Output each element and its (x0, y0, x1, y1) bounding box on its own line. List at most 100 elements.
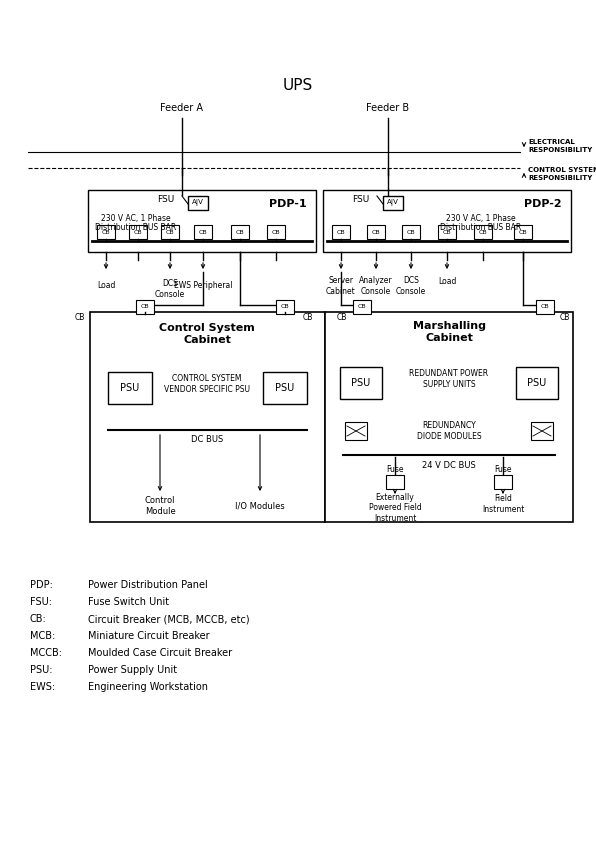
Text: Load: Load (438, 277, 456, 287)
Bar (188, 196, 208, 210)
Text: REDUNDANCY
DIODE MODULES: REDUNDANCY DIODE MODULES (417, 422, 482, 441)
Bar (353, 300, 371, 314)
Bar (97, 225, 115, 239)
Text: Power Distribution Panel: Power Distribution Panel (88, 580, 208, 590)
Text: CB: CB (281, 304, 289, 309)
Text: CONTROL SYSTEM
RESPONSIBILITY: CONTROL SYSTEM RESPONSIBILITY (528, 168, 596, 180)
Text: CB: CB (541, 304, 550, 309)
Bar (516, 367, 558, 399)
Text: EWS Peripheral: EWS Peripheral (174, 281, 232, 289)
Text: CB: CB (134, 229, 142, 234)
Text: Distribution BUS BAR: Distribution BUS BAR (95, 223, 176, 232)
Text: PDP-2: PDP-2 (524, 199, 562, 209)
Text: CB: CB (235, 229, 244, 234)
Text: CB: CB (141, 304, 150, 309)
Text: PSU: PSU (527, 378, 547, 388)
Text: DCS
Console: DCS Console (396, 277, 426, 296)
Bar (536, 300, 554, 314)
Text: CB: CB (166, 229, 174, 234)
Text: CB: CB (519, 229, 527, 234)
Text: PSU: PSU (120, 383, 139, 393)
Text: CONTROL SYSTEM
VENDOR SPECIFIC PSU: CONTROL SYSTEM VENDOR SPECIFIC PSU (164, 374, 250, 394)
Bar (129, 225, 147, 239)
Bar (383, 196, 403, 210)
Text: 230 V AC, 1 Phase: 230 V AC, 1 Phase (101, 213, 171, 223)
Text: Circuit Breaker (MCB, MCCB, etc): Circuit Breaker (MCB, MCCB, etc) (88, 614, 250, 624)
Bar (136, 300, 154, 314)
Text: REDUNDANT POWER
SUPPLY UNITS: REDUNDANT POWER SUPPLY UNITS (409, 369, 489, 389)
Text: Power Supply Unit: Power Supply Unit (88, 665, 177, 675)
Bar (267, 225, 285, 239)
Text: PDP-1: PDP-1 (269, 199, 307, 209)
Text: CB: CB (102, 229, 110, 234)
Text: Feeder B: Feeder B (367, 103, 409, 113)
Text: CB: CB (443, 229, 451, 234)
Text: I/O Modules: I/O Modules (235, 502, 285, 511)
Text: FSU: FSU (352, 196, 370, 205)
Text: CB: CB (337, 229, 345, 234)
Text: EWS:: EWS: (30, 682, 55, 692)
Bar (345, 422, 367, 440)
Text: Distribution BUS BAR: Distribution BUS BAR (440, 223, 522, 232)
Text: Feeder A: Feeder A (160, 103, 203, 113)
Bar (161, 225, 179, 239)
Bar (108, 372, 152, 404)
Text: DCS
Console: DCS Console (155, 279, 185, 298)
Bar (386, 475, 404, 489)
Text: Miniature Circuit Breaker: Miniature Circuit Breaker (88, 631, 210, 641)
Text: Moulded Case Circuit Breaker: Moulded Case Circuit Breaker (88, 648, 232, 658)
Bar (438, 225, 456, 239)
Text: CB: CB (560, 313, 570, 321)
Text: Fuse: Fuse (494, 464, 512, 474)
Text: Analyzer
Console: Analyzer Console (359, 277, 393, 296)
Bar (263, 372, 307, 404)
Bar (340, 367, 382, 399)
Text: FSU:: FSU: (30, 597, 52, 607)
Text: MCCB:: MCCB: (30, 648, 62, 658)
Bar (402, 225, 420, 239)
Bar (494, 475, 512, 489)
Text: Load: Load (97, 281, 115, 289)
Bar (276, 300, 294, 314)
Text: Control System
Cabinet: Control System Cabinet (159, 323, 255, 345)
Text: FSU: FSU (157, 196, 175, 205)
Text: ELECTRICAL
RESPONSIBILITY: ELECTRICAL RESPONSIBILITY (528, 139, 592, 153)
Text: DC BUS: DC BUS (191, 436, 223, 444)
Text: PDP:: PDP: (30, 580, 53, 590)
Text: CB: CB (272, 229, 280, 234)
Text: CB: CB (198, 229, 207, 234)
Text: CB: CB (74, 313, 85, 321)
Text: CB: CB (406, 229, 415, 234)
Bar (474, 225, 492, 239)
Text: Server
Cabinet: Server Cabinet (326, 277, 356, 296)
Text: CB: CB (372, 229, 380, 234)
Text: PSU: PSU (275, 383, 294, 393)
Text: UPS: UPS (283, 78, 313, 93)
Text: A|V: A|V (192, 200, 204, 207)
Text: Control
Module: Control Module (145, 497, 175, 516)
Text: Externally
Powered Field
Instrument: Externally Powered Field Instrument (368, 493, 421, 523)
Text: CB: CB (337, 313, 347, 321)
Bar (514, 225, 532, 239)
Bar (367, 225, 385, 239)
Text: 24 V DC BUS: 24 V DC BUS (422, 460, 476, 470)
Text: CB: CB (303, 313, 313, 321)
Text: 230 V AC, 1 Phase: 230 V AC, 1 Phase (446, 213, 516, 223)
Bar (323, 190, 571, 252)
Text: PSU: PSU (352, 378, 371, 388)
Bar (231, 225, 249, 239)
Text: Fuse Switch Unit: Fuse Switch Unit (88, 597, 169, 607)
Text: PSU:: PSU: (30, 665, 52, 675)
Text: Field
Instrument: Field Instrument (482, 494, 524, 513)
Bar (90, 312, 325, 522)
Text: CB: CB (479, 229, 488, 234)
Text: Fuse: Fuse (386, 464, 403, 474)
Bar (332, 225, 350, 239)
Text: Engineering Workstation: Engineering Workstation (88, 682, 208, 692)
Text: CB:: CB: (30, 614, 46, 624)
Bar (325, 312, 573, 522)
Text: MCB:: MCB: (30, 631, 55, 641)
Bar (531, 422, 553, 440)
Bar (88, 190, 316, 252)
Text: A|V: A|V (387, 200, 399, 207)
